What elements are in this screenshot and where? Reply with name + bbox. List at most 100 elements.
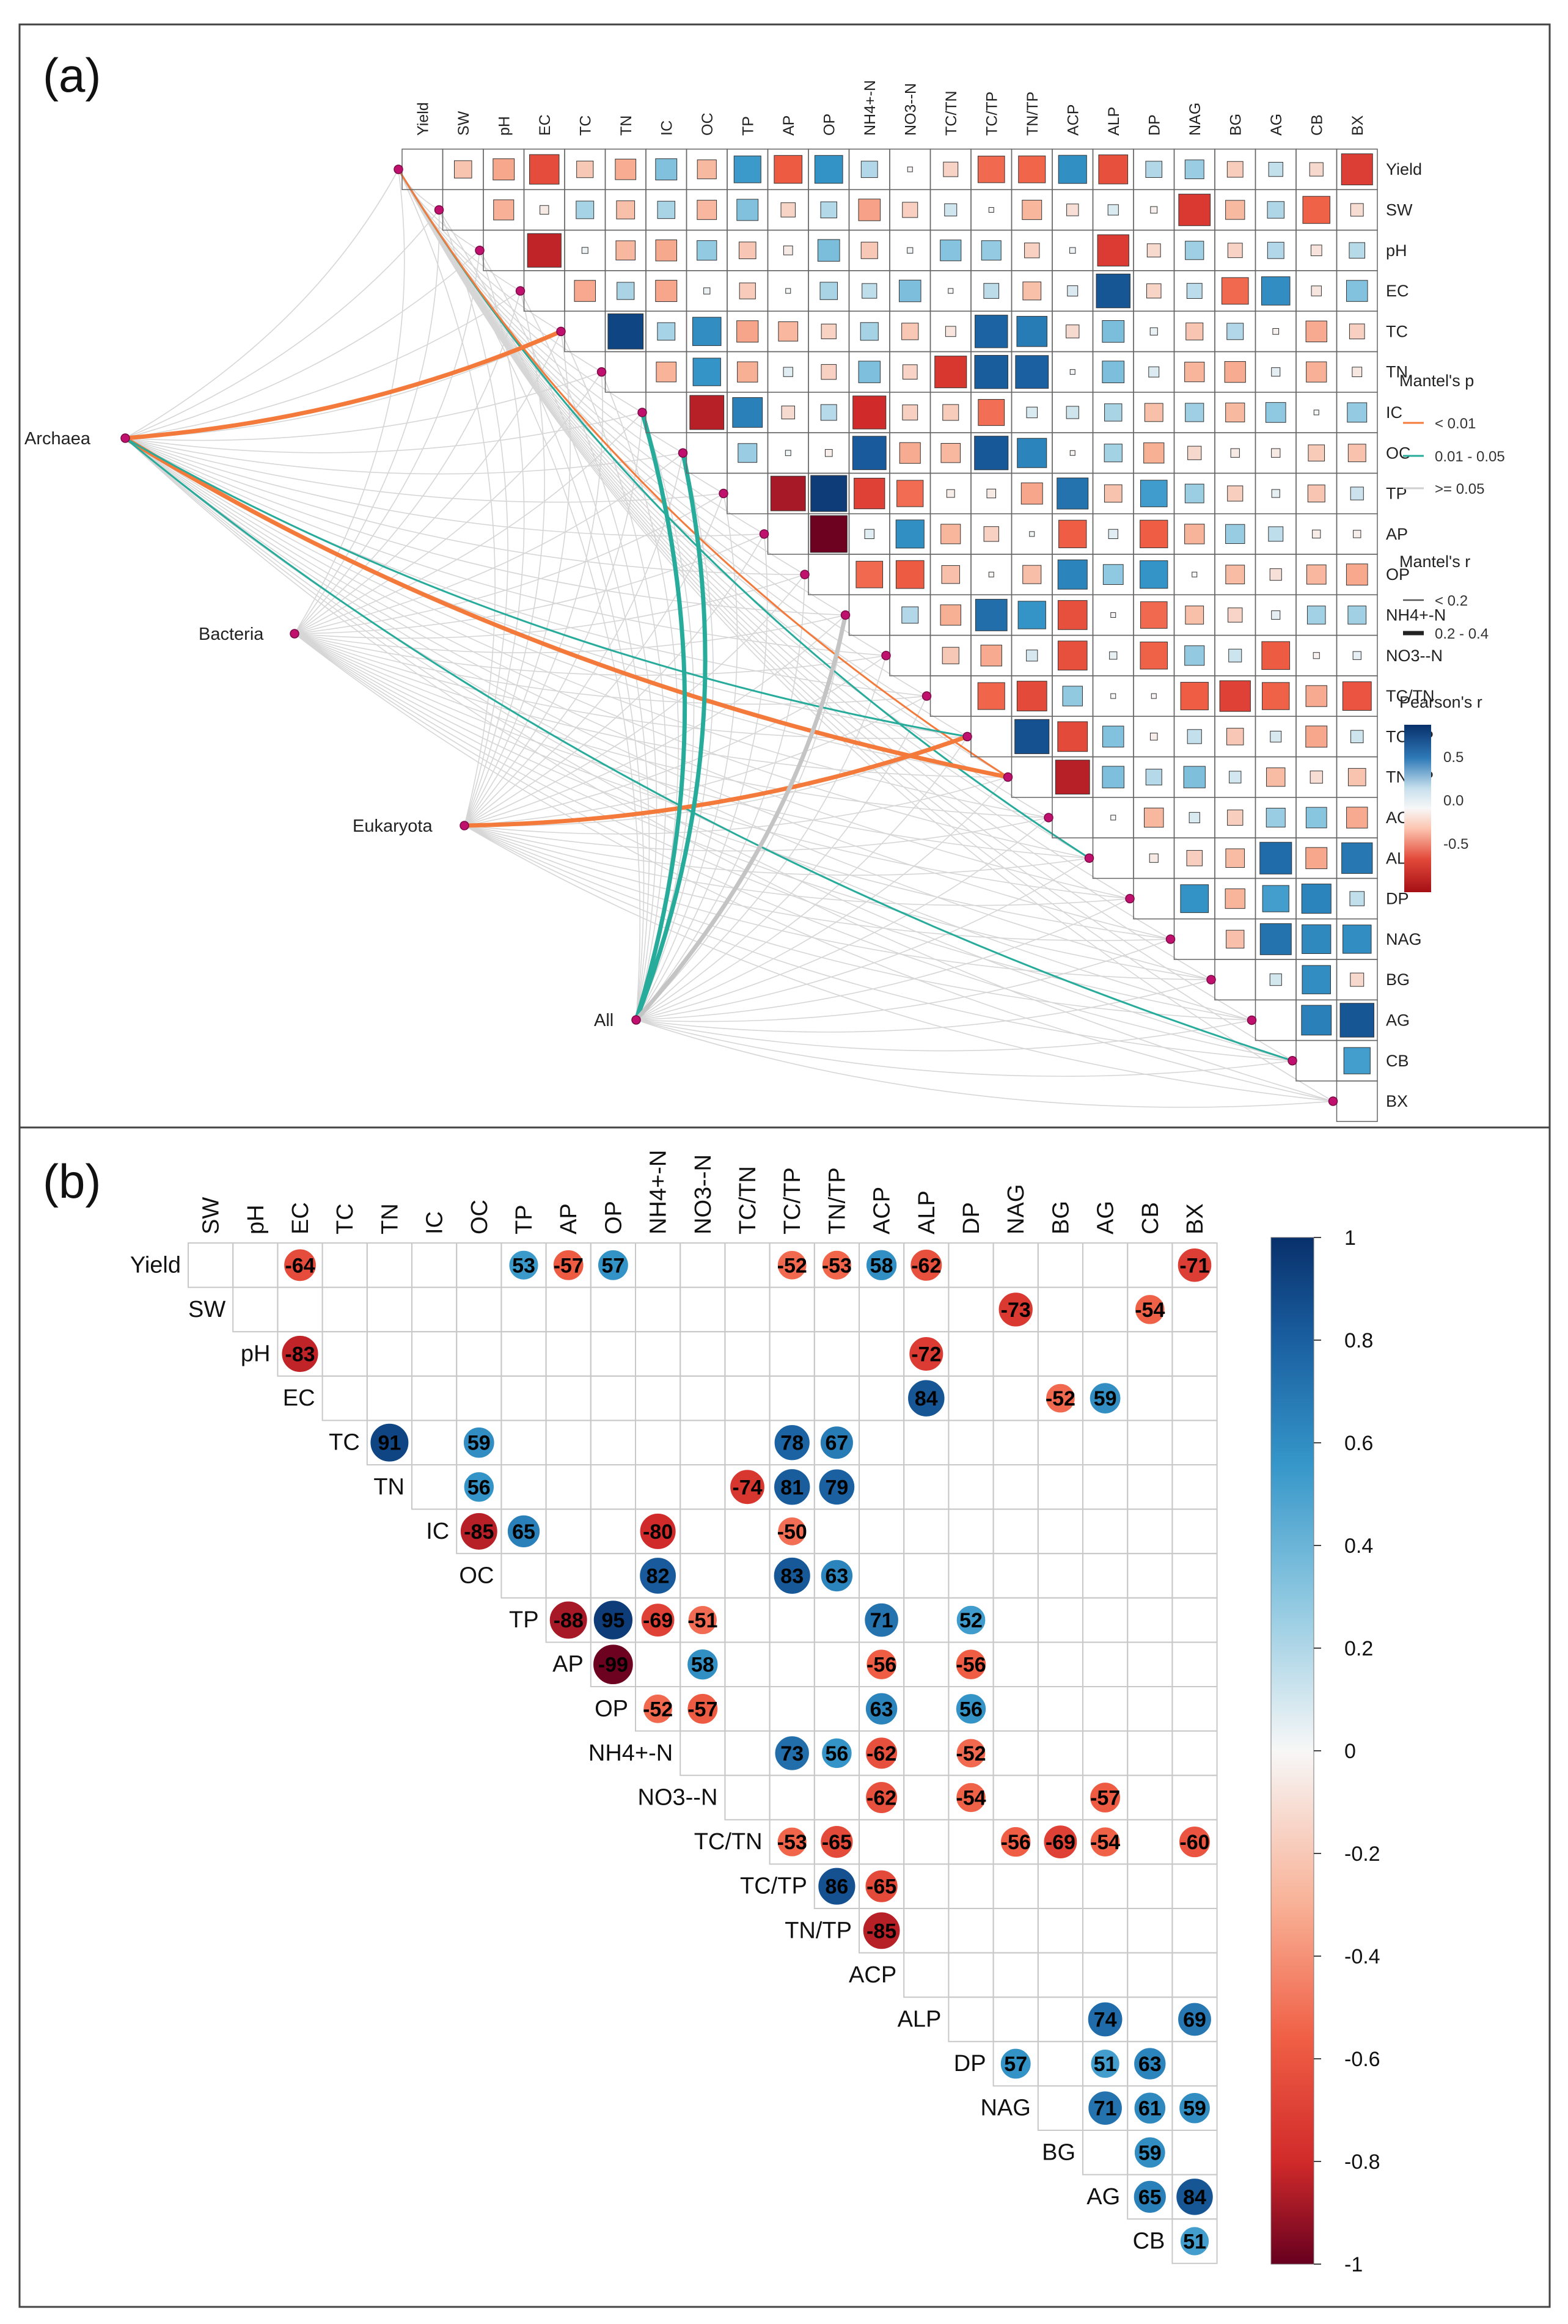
node-no3-n — [881, 651, 891, 661]
row-label-yield: Yield — [130, 1252, 181, 1278]
corr-square-ph-ec — [527, 233, 562, 268]
grid-cell-tp-tc-tn — [724, 1597, 771, 1643]
corr-value-tp-dp: 52 — [959, 1609, 983, 1632]
grid-cell-ph-tn — [366, 1331, 412, 1377]
grid-cell-tc-tp-dp — [948, 1863, 994, 1909]
grid-cell-no3-n-tc-tn — [724, 1775, 771, 1820]
grid-cell-nh4-n-alp — [903, 1730, 950, 1776]
top-label-oc: OC — [699, 113, 716, 136]
row-label-nag: NAG — [980, 2095, 1030, 2121]
link-all-nh4-n — [636, 615, 846, 1021]
col-label-tc: TC — [332, 1203, 358, 1234]
corr-square-tc-ag — [1272, 328, 1280, 335]
top-label-ag: AG — [1268, 114, 1285, 136]
corr-circle-op-nh4-n — [643, 1694, 673, 1724]
corr-square-alp-bx — [1341, 842, 1373, 874]
node-ic — [637, 408, 647, 417]
corr-square-tc-bg — [1226, 323, 1244, 340]
corr-circle-tp-dp — [956, 1605, 986, 1635]
corr-square-op-ag — [1269, 568, 1282, 581]
grid-cell-tn-op — [590, 1464, 636, 1510]
corr-square-tn-no3-n — [902, 364, 918, 379]
corr-square-yield-ph — [493, 158, 515, 181]
right-label-cb: CB — [1386, 1052, 1409, 1070]
corr-square-ic-tp — [732, 397, 763, 428]
grid-cell-tp-bx — [1171, 1597, 1218, 1643]
grid-cell-tc-ap — [545, 1420, 592, 1465]
corr-circle-tn-tc-tn — [730, 1469, 765, 1505]
corr-value-ic-oc: -85 — [464, 1520, 494, 1544]
corr-square-tn-ic — [656, 361, 677, 383]
grid-cell-ph-ag — [1082, 1331, 1129, 1377]
corr-square-ph-tc-tn — [940, 240, 962, 262]
link-archaea-bg — [125, 438, 1212, 980]
corr-circle-tc-tn-bg — [1043, 1825, 1078, 1860]
corr-circle-bg-cb — [1134, 2136, 1166, 2169]
corr-square-tn-tc-tp — [974, 354, 1008, 389]
link-archaea-yield — [125, 169, 399, 439]
link-eukaryota-oc — [464, 453, 684, 826]
pearson-tick-zero: 0.0 — [1443, 793, 1464, 809]
corr-square-nh4-n-tn-tp — [1017, 601, 1046, 629]
row-label-tp: TP — [509, 1607, 539, 1633]
corr-square-ap-tc-tn — [940, 524, 961, 544]
corr-square-ec-no3-n — [898, 279, 921, 302]
right-label-ic: IC — [1386, 403, 1402, 422]
corr-square-tc-tp-bx — [1350, 730, 1364, 744]
corr-value-yield-tp: 53 — [512, 1254, 535, 1277]
mantel-r-title: Mantel's r — [1399, 552, 1470, 571]
grid-cell-op-tc-tn — [724, 1686, 771, 1732]
grid-cell-ic-ap — [545, 1508, 592, 1555]
grid-cell-ap-cb — [1127, 1641, 1173, 1687]
grid-cell-tp-nag — [992, 1597, 1039, 1643]
link-eukaryota-yield — [398, 169, 496, 826]
corr-square-ic-cb — [1313, 409, 1319, 416]
row-label-ph: pH — [241, 1341, 271, 1367]
corr-square-tn-alp — [1102, 361, 1125, 383]
corr-square-ap-nh4-n — [864, 529, 874, 540]
grid-cell-sw-nh4-n — [635, 1286, 681, 1333]
corr-square-ec-nag — [1186, 283, 1203, 299]
grid-cell-ic-nag — [992, 1508, 1039, 1555]
corr-value-ap-no3-n: 58 — [691, 1654, 714, 1677]
corr-value-ic-tc-tp: -50 — [777, 1520, 807, 1544]
cell-tc-tc — [564, 310, 606, 353]
corr-square-ic-tn-tp — [1026, 406, 1038, 419]
grid-cell-tc-op — [590, 1420, 636, 1465]
corr-square-tn-nag — [1184, 362, 1205, 383]
node-acp — [1044, 813, 1053, 823]
grid-cell-ec-tp — [500, 1375, 547, 1421]
grid-cell-sw-ap — [545, 1286, 592, 1333]
right-label-bg: BG — [1386, 970, 1410, 989]
corr-square-no3-n-tc-tp — [980, 645, 1002, 667]
corr-square-bg-cb — [1302, 965, 1331, 994]
corr-value-tc-tn-bx: -60 — [1179, 1831, 1209, 1854]
right-label-ap: AP — [1386, 525, 1408, 543]
colorbar-gradient — [1270, 1237, 1314, 2265]
corr-square-alp-bg — [1225, 848, 1245, 868]
row-label-bg: BG — [1042, 2139, 1075, 2165]
corr-square-tc-tp-ag — [1270, 730, 1282, 742]
grid-cell-ec-tn — [366, 1375, 412, 1421]
link-archaea-nh4-n — [125, 438, 846, 616]
corr-square-ph-oc — [697, 240, 717, 261]
grid-cell-ec-tc-tn — [724, 1375, 771, 1421]
corr-square-ph-tc — [581, 247, 588, 254]
corr-square-tc-tn — [607, 313, 644, 350]
grid-cell-tc-ic — [411, 1420, 458, 1465]
grid-cell-tn-tp-alp — [903, 1908, 950, 1954]
grid-cell-no3-n-bx — [1171, 1775, 1218, 1820]
grid-cell-sw-tn — [366, 1286, 412, 1333]
grid-cell-tc-tp-ag — [1082, 1863, 1129, 1909]
grid-cell-nh4-n-cb — [1127, 1730, 1173, 1776]
grid-cell-ic-cb — [1127, 1508, 1173, 1555]
col-label-tn-tp: TN/TP — [824, 1167, 850, 1234]
grid-cell-ic-op — [590, 1508, 636, 1555]
cell-ap-ap — [767, 513, 809, 555]
corr-value-tc-tp-tn-tp: 86 — [825, 1875, 848, 1899]
panel-b-label: (b) — [43, 1154, 101, 1208]
grid-cell-op-tn-tp — [813, 1686, 860, 1732]
corr-value-tn-tn-tp: 79 — [825, 1476, 848, 1499]
link-archaea-tn — [125, 371, 602, 441]
grid-cell-alp-cb — [1127, 1996, 1173, 2042]
